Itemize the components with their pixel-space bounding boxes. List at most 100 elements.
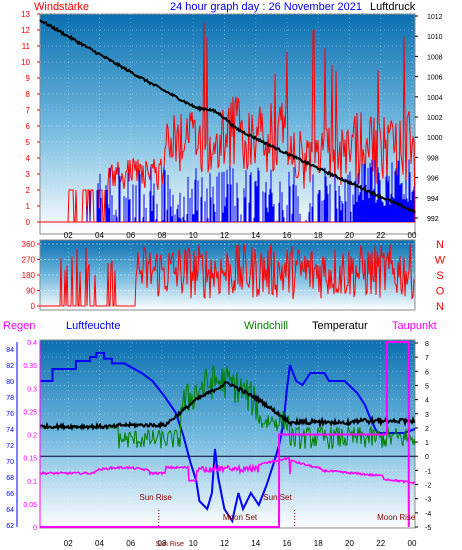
y-tick-label-right: 1004 xyxy=(427,95,443,102)
temp-tick-label: 4 xyxy=(425,398,429,405)
y-tick-label: 360 xyxy=(22,240,36,249)
y-tick-label-right: 992 xyxy=(427,216,439,223)
y-tick-label-right: 996 xyxy=(427,176,439,183)
wind-panel-axes: 1312111098765432101012101010081006100410… xyxy=(21,10,443,240)
x-tick-label: 16 xyxy=(283,231,292,240)
wind-gust-series xyxy=(86,159,415,222)
x-tick-label: 06 xyxy=(126,231,135,240)
x-tick-label: 10 xyxy=(189,231,198,240)
dewpoint-line xyxy=(39,456,416,485)
temp-tick-label: 3 xyxy=(425,412,429,419)
y-tick-label-right: 1002 xyxy=(427,115,443,122)
humidity-tick-label: 68 xyxy=(6,475,14,482)
y-tick-label: 10 xyxy=(21,58,30,67)
page-title: 24 hour graph day : 26 November 2021 xyxy=(170,1,363,13)
compass-label: N xyxy=(436,301,444,313)
y-tick-label-right: 994 xyxy=(427,196,439,203)
y-tick-label-right: 1006 xyxy=(427,75,443,82)
moon-set-label: Moon Set xyxy=(223,513,258,522)
wind-speed-series xyxy=(40,22,416,223)
x-tick-label: 22 xyxy=(376,231,385,240)
y-tick-label-right: 998 xyxy=(427,155,439,162)
humidity-label: Luftfeuchte xyxy=(66,320,121,332)
compass-label: N xyxy=(436,239,444,251)
y-tick-label: 270 xyxy=(22,256,36,265)
x-tick-label: 22 xyxy=(376,539,385,548)
x-tick-label: 10 xyxy=(189,539,198,548)
y-tick-label: 8 xyxy=(26,90,31,99)
temperature-panel-axes: 0.40.350.30.250.20.150.10.05084828078767… xyxy=(6,340,431,548)
temp-tick-label: 0 xyxy=(425,454,429,461)
y-tick-label: 4 xyxy=(26,154,31,163)
y-tick-label: 2 xyxy=(26,186,31,195)
humidity-tick-label: 78 xyxy=(6,395,14,402)
temp-tick-label: 1 xyxy=(425,440,429,447)
y-tick-label: 12 xyxy=(21,26,30,35)
pressure-series xyxy=(39,19,416,214)
temperature-line xyxy=(39,380,416,432)
x-tick-label: 12 xyxy=(220,231,229,240)
rain-tick-label: 0.1 xyxy=(27,479,37,486)
compass-label: S xyxy=(436,270,443,282)
x-tick-label: 06 xyxy=(126,539,135,548)
y-tick-label-right: 1012 xyxy=(427,14,443,21)
temperature-series-group xyxy=(39,341,416,528)
compass-label: O xyxy=(436,286,445,298)
rain-line xyxy=(40,341,410,528)
x-tick-label: 18 xyxy=(314,539,323,548)
rain-tick-label: 0.3 xyxy=(27,386,37,393)
y-tick-label-right: 1010 xyxy=(427,34,443,41)
x-tick-label: 18 xyxy=(314,231,323,240)
rain-label: Regen xyxy=(3,320,36,332)
y-tick-label: 13 xyxy=(21,10,30,19)
rain-tick-label: 0.2 xyxy=(27,433,37,440)
humidity-tick-label: 62 xyxy=(6,523,14,530)
y-tick-label: 1 xyxy=(26,202,31,211)
rain-tick-label: 0.05 xyxy=(23,502,37,509)
humidity-line xyxy=(40,352,416,524)
y-tick-label: 0 xyxy=(26,218,31,227)
x-tick-label: 02 xyxy=(64,539,73,548)
x-tick-label: 20 xyxy=(345,539,354,548)
x-tick-label: 14 xyxy=(251,539,260,548)
x-tick-label: 00 xyxy=(408,539,417,548)
x-tick-label: 14 xyxy=(251,231,260,240)
temp-tick-label: -5 xyxy=(425,525,431,532)
y-tick-label: 11 xyxy=(22,42,31,51)
temp-tick-label: 6 xyxy=(425,369,429,376)
temp-tick-label: 7 xyxy=(425,355,429,362)
rain-tick-label: 0.25 xyxy=(23,409,37,416)
temp-tick-label: -3 xyxy=(425,497,431,504)
rain-tick-label: 0.35 xyxy=(23,363,37,370)
temp-tick-label: -4 xyxy=(425,511,431,518)
temp-tick-label: -1 xyxy=(425,468,431,475)
y-tick-label: 0 xyxy=(31,302,36,311)
wind-line xyxy=(40,22,416,223)
x-tick-label: 02 xyxy=(64,231,73,240)
rain-tick-label: 0.15 xyxy=(23,456,37,463)
dewpoint-label: Taupunkt xyxy=(392,320,437,332)
humidity-tick-label: 72 xyxy=(6,443,14,450)
x-tick-label: 08 xyxy=(158,539,167,548)
y-tick-label-right: 1008 xyxy=(427,54,443,61)
humidity-tick-label: 74 xyxy=(6,427,14,434)
y-tick-label: 90 xyxy=(26,287,35,296)
compass-label: W xyxy=(435,255,446,267)
temp-tick-label: 2 xyxy=(425,426,429,433)
humidity-tick-label: 66 xyxy=(6,491,14,498)
direction-line xyxy=(40,244,415,307)
x-tick-label: 04 xyxy=(95,539,104,548)
humidity-tick-label: 64 xyxy=(6,507,14,514)
rain-tick-label: 0 xyxy=(33,525,37,532)
x-tick-label: 20 xyxy=(345,231,354,240)
wind-title: Windstärke xyxy=(34,1,90,13)
pressure-title: Luftdruck xyxy=(370,1,416,13)
x-tick-label: 04 xyxy=(95,231,104,240)
rain-tick-label: 0.4 xyxy=(27,340,37,347)
humidity-tick-label: 80 xyxy=(6,379,14,386)
temperature-label: Temperatur xyxy=(312,320,368,332)
y-tick-label: 3 xyxy=(26,170,31,179)
x-tick-label: 12 xyxy=(220,539,229,548)
